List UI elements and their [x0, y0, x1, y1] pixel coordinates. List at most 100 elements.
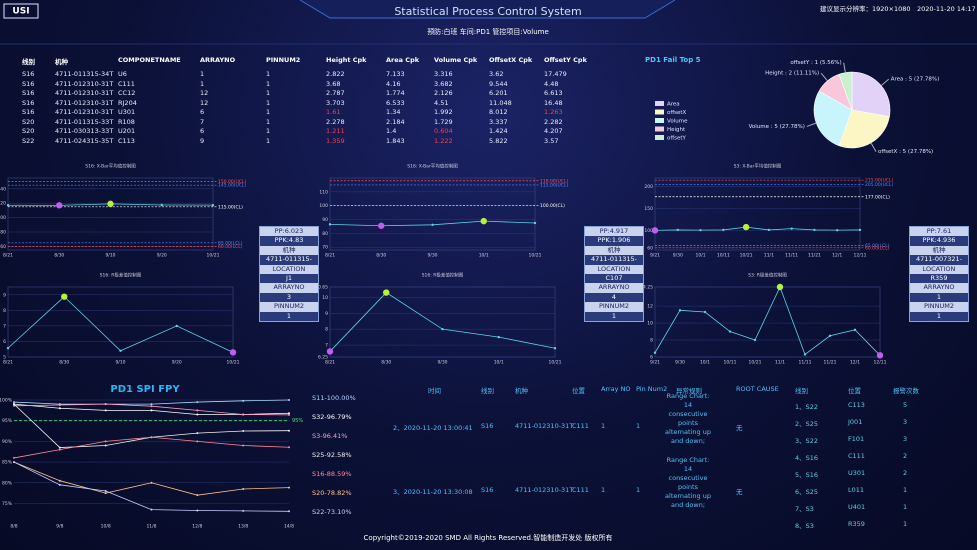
point — [242, 509, 245, 512]
anomaly-cell: 4711-012310-31T — [515, 486, 574, 494]
y-tick-label: 10 — [647, 321, 653, 327]
legend-label: S11-100.00% — [312, 394, 356, 402]
info-box: PP:4.917PPK:1.906机种4711-011315-33TLOCATI… — [584, 226, 644, 322]
cpk-cell: 4711-012310-31T — [55, 98, 114, 107]
x-tick-label: 11/1 — [775, 360, 785, 366]
datetime: 2020-11-20 14:17 — [917, 5, 976, 13]
alarm-cell: 1 — [903, 520, 908, 528]
info-row: PINNUM2 — [260, 302, 318, 312]
anomaly-header: Pin Num2 — [636, 385, 668, 393]
alarm-cell: 3 — [903, 418, 908, 426]
x-tick-label: 9/20 — [172, 360, 182, 366]
limit-label: 115.00(CL) — [218, 204, 243, 210]
pie-slice — [838, 109, 890, 149]
anomaly-cell: 3、2020-11-20 13:30:08 — [393, 488, 473, 496]
alarm-cell: 7、S3 — [795, 505, 814, 513]
y-tick-label: 70 — [322, 245, 328, 251]
point — [288, 412, 290, 415]
cpk-cell: 12 — [200, 89, 209, 97]
x-tick-label: 10/11 — [717, 253, 730, 259]
limit-label: 60.00(LCL) — [218, 244, 243, 250]
y-tick-label: 14.25 — [640, 285, 653, 291]
x-tick-label: 10/21 — [549, 360, 562, 366]
y-tick-label: 150 — [644, 206, 653, 212]
pie-leader — [870, 142, 877, 152]
y-tick-label: 75% — [2, 501, 13, 507]
y-tick-label: 7 — [3, 323, 6, 329]
x-tick-label: 10/1 — [479, 253, 489, 259]
cpk-cell: 6.201 — [489, 89, 508, 97]
x-tick-label: 10/1 — [700, 360, 710, 366]
cpk-cell: S16 — [22, 79, 35, 88]
alarm-header: 报警次数 — [893, 387, 919, 395]
point — [328, 223, 332, 226]
limit-label: 115.00(UCL) — [540, 182, 568, 188]
series-line — [13, 436, 290, 459]
x-tick-label: 10/21 — [529, 253, 542, 259]
cpk-cell: 8.012 — [489, 108, 508, 116]
y-tick-label: 7 — [325, 343, 328, 349]
y-tick-label: 80 — [322, 231, 328, 237]
app-title: Statistical Process Control System — [394, 5, 581, 18]
x-tick-label: 11/21 — [824, 360, 837, 366]
info-box: PP:6.023PPK:4.83机种4711-011315-34TLOCATIO… — [259, 226, 319, 322]
y-tick-label: 60 — [0, 244, 6, 250]
point — [383, 289, 390, 296]
cpk-cell: 1 — [266, 79, 271, 88]
x-tick-label: 11/11 — [799, 360, 812, 366]
cpk-cell: 1.211 — [326, 127, 345, 135]
y-tick-label: 80 — [0, 230, 6, 236]
cpk-header: Area Cpk — [386, 56, 420, 64]
cpk-cell: 4711-011315-34T — [55, 70, 114, 78]
alarm-cell: 1、S22 — [795, 403, 819, 411]
point — [196, 401, 199, 404]
x-tick-label: 9/30 — [673, 253, 683, 259]
pie-leader — [880, 78, 890, 86]
pie-label: Height : 2 (11.11%) — [765, 71, 819, 77]
point — [104, 444, 107, 447]
info-row: J1 — [260, 273, 318, 284]
legend-label: Volume — [667, 119, 688, 125]
point — [150, 403, 153, 406]
cpk-cell: 2.184 — [386, 117, 405, 126]
point — [196, 413, 199, 416]
cpk-cell: 1 — [266, 89, 271, 97]
x-tick-label: 9/8 — [56, 524, 63, 530]
cpk-cell: 3.57 — [544, 136, 559, 145]
cpk-cell: 1.4 — [386, 127, 397, 135]
cpk-cell: 6.533 — [386, 98, 405, 107]
cpk-header: 机种 — [55, 58, 68, 66]
y-tick-label: 120 — [0, 201, 6, 207]
point — [104, 490, 107, 493]
chart-title: S3: X-Bar平均值控制图 — [734, 163, 782, 170]
anomaly-header: 位置 — [572, 387, 585, 395]
pie-leader — [806, 122, 817, 127]
cpk-cell: 5.822 — [489, 136, 508, 145]
pie-slice — [851, 71, 891, 117]
cpk-cell: 1.424 — [489, 127, 508, 135]
resolution-hint: 建议显示分辨率：1920×1080 — [820, 4, 911, 13]
y-tick-label: 10 — [322, 295, 328, 301]
y-tick-label: 140 — [0, 186, 6, 192]
cpk-cell: R108 — [118, 117, 135, 126]
point — [61, 293, 68, 300]
point — [150, 481, 153, 484]
info-row: ARRAYNO — [585, 283, 643, 293]
limit-label: 150.00(UCL) — [218, 179, 246, 185]
info-row: LOCATION — [585, 264, 643, 274]
limit-label: 60.00(LCL) — [865, 245, 890, 251]
x-tick-label: 9/10 — [105, 253, 115, 259]
y-tick-label: 10.65 — [315, 285, 328, 291]
point — [678, 309, 682, 312]
info-row: PP:7.61 — [910, 227, 968, 237]
x-tick-label: 8/30 — [59, 360, 69, 366]
point — [288, 486, 290, 489]
point — [242, 444, 245, 447]
x-tick-label: 9/20 — [157, 253, 167, 259]
cpk-cell: 4711-011315-33T — [55, 117, 114, 126]
alarm-cell: 2、S25 — [795, 420, 819, 428]
cpk-header: COMPONETNAME — [118, 56, 181, 64]
anomaly-cell: 1 — [601, 486, 606, 494]
y-tick-label: 9 — [325, 311, 328, 317]
x-tick-label: 8/30 — [54, 253, 64, 259]
